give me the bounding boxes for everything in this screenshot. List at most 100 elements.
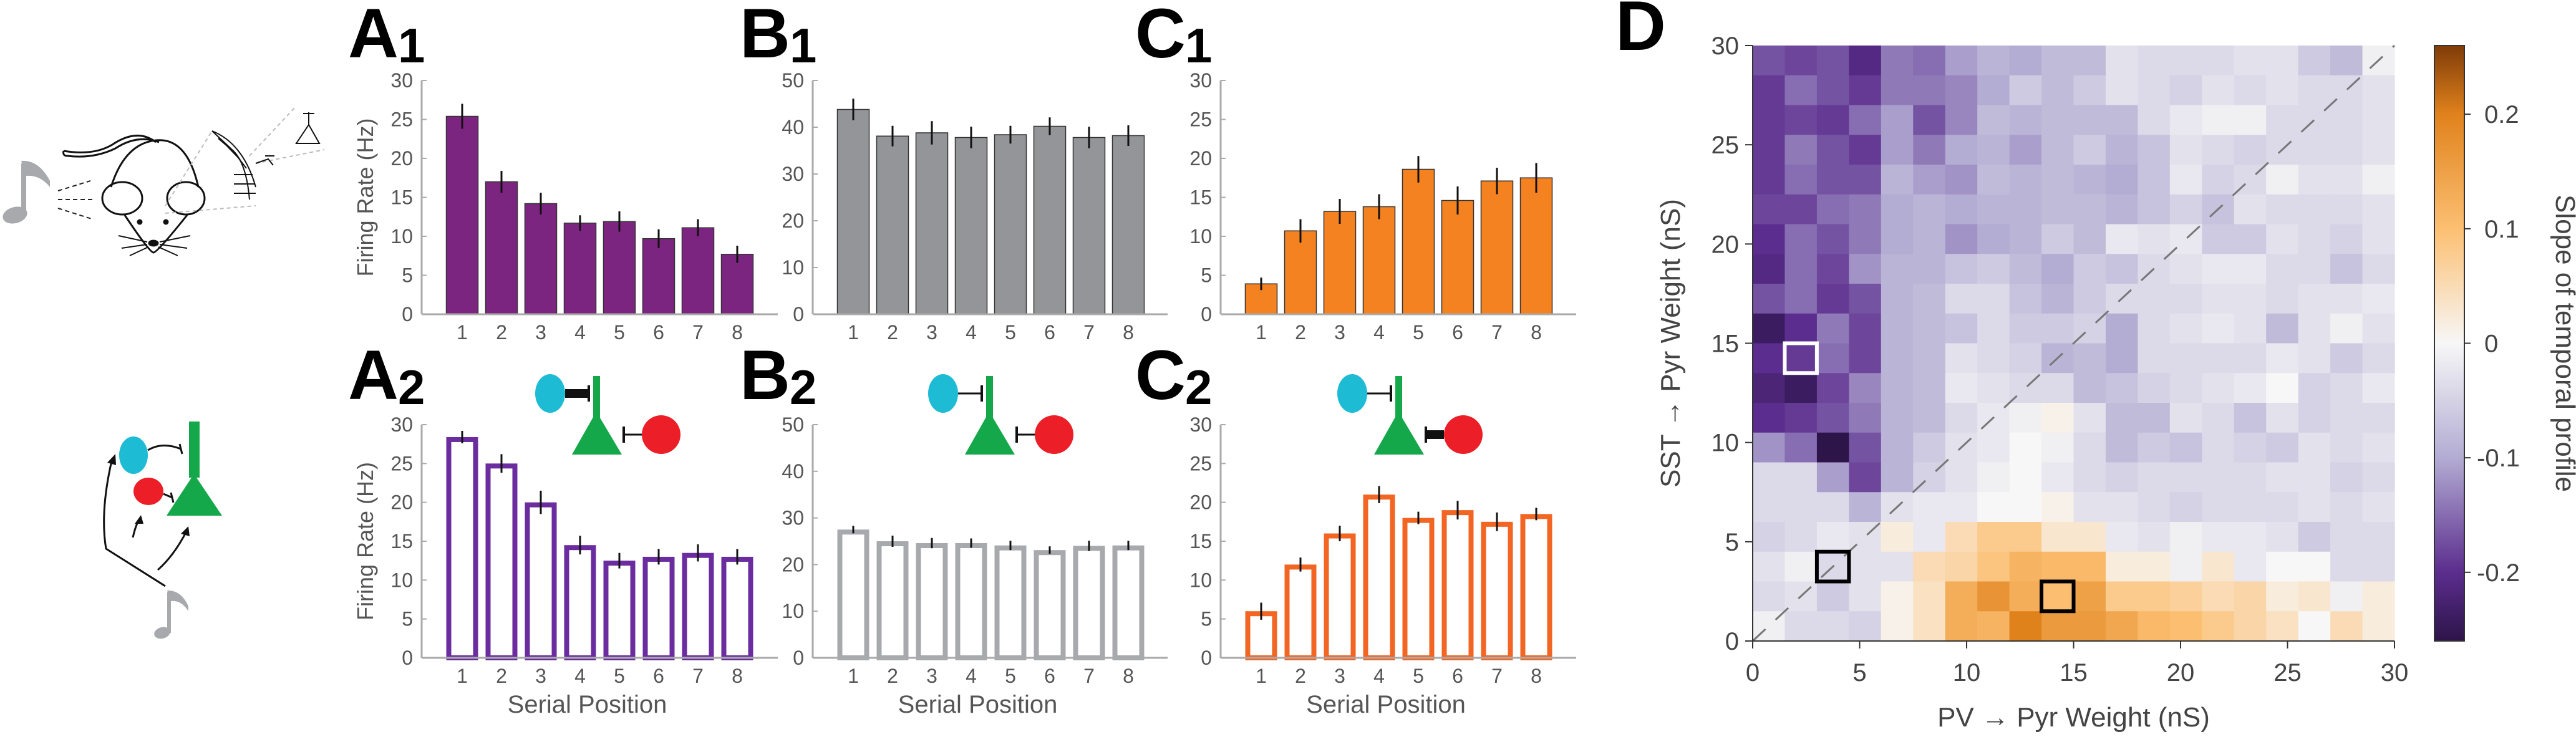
heatmap-cell	[2298, 611, 2331, 642]
x-tick-label: 6	[1044, 665, 1055, 687]
bar	[445, 115, 479, 315]
heatmap-cell	[2041, 254, 2075, 284]
heatmap-cell	[1849, 165, 1882, 195]
bar-chart-c2: 0 5 10 15 20 25 30 1 2 3 4 5 6 7 8 Serial Position	[1189, 413, 1576, 718]
heatmap-cell	[1784, 46, 1818, 76]
bar-chart-b1: 0 10 20 30 40 50 1 2 3 4 5 6 7 8	[782, 69, 1168, 344]
music-note-icon	[2, 160, 50, 224]
pv-cell	[928, 374, 958, 413]
heatmap-cell	[2138, 224, 2171, 254]
heatmap-cell	[2138, 462, 2171, 493]
y-tick-label: 0	[1201, 647, 1212, 669]
heatmap-cell	[2202, 432, 2235, 463]
circuit-diagram-a2	[535, 374, 680, 455]
heatmap-cell	[2266, 432, 2299, 463]
heatmap-cell	[2266, 551, 2299, 582]
panel-subscript: 1	[1185, 18, 1212, 73]
x-tick-label: 3	[1334, 665, 1345, 687]
heatmap-cell	[2266, 165, 2299, 195]
colorbar-tick-label: 0	[2484, 330, 2498, 358]
heatmap-cell	[2105, 224, 2138, 254]
heatmap-cell	[2105, 611, 2138, 642]
highlight-box	[2040, 579, 2076, 614]
heatmap-cell	[1849, 194, 1882, 225]
heatmap-cell	[1913, 313, 1946, 344]
bar	[836, 108, 870, 315]
heatmap-cell	[1881, 551, 1914, 582]
heatmap-cell	[1977, 105, 2010, 135]
bar	[525, 502, 557, 661]
x-tick-label: 5	[1413, 321, 1424, 344]
heatmap-cell	[2234, 343, 2267, 373]
bar	[563, 223, 597, 315]
y-tick-label: 10	[1189, 225, 1212, 248]
heatmap-cell	[1816, 254, 1849, 284]
x-tick-label: 3	[535, 665, 546, 687]
panel-subscript: 1	[398, 18, 425, 73]
x-tick-label: 4	[966, 321, 977, 344]
heatmap-cell	[2202, 75, 2235, 106]
x-tick-label: 3	[535, 321, 546, 344]
heatmap-cell	[2362, 492, 2395, 523]
heatmap-cell	[2298, 194, 2331, 225]
heatmap-cell	[2169, 551, 2202, 582]
x-tick-label: 5	[1005, 321, 1016, 344]
y-tick-label: 20	[1189, 147, 1212, 170]
x-tick-label: 2	[887, 665, 898, 687]
bar	[681, 227, 715, 315]
heatmap-cell	[2234, 75, 2267, 106]
heatmap-cell	[1784, 105, 1818, 135]
x-tick-label: 20	[2167, 659, 2195, 687]
sst-cell	[1035, 415, 1073, 454]
heatmap-cell	[2009, 46, 2042, 76]
bar	[1362, 206, 1396, 315]
heatmap-cell	[2298, 135, 2331, 165]
bar	[485, 463, 518, 660]
heatmap-cell	[1977, 75, 2010, 106]
connectivity-diagrams	[535, 374, 1483, 455]
bar	[603, 221, 636, 315]
heatmap-cell	[1945, 313, 1978, 344]
heatmap-cell	[2234, 373, 2267, 403]
heatmap-cell	[1753, 551, 1786, 582]
heatmap-cell	[1849, 284, 1882, 314]
heatmap-cell	[1977, 551, 2010, 582]
heatmap-cell	[2266, 105, 2299, 135]
y-tick-label: 0	[402, 647, 413, 669]
heatmap-cell	[1753, 75, 1786, 106]
heatmap-cell	[2105, 462, 2138, 493]
bar	[954, 137, 988, 315]
heatmap-cell	[1913, 343, 1946, 373]
heatmap-cell	[1881, 194, 1914, 225]
heatmap-cell	[2105, 432, 2138, 463]
y-tick-label: 15	[390, 530, 413, 552]
heatmap-cell	[2138, 75, 2171, 106]
pv-cell	[119, 436, 148, 474]
heatmap-cell	[1977, 522, 2010, 552]
heatmap-cell	[1977, 284, 2010, 314]
x-tick-label: 7	[692, 665, 704, 687]
heatmap-cell	[1849, 254, 1882, 284]
heatmap-cell	[2202, 284, 2235, 314]
heatmap-cell	[2169, 135, 2202, 165]
heatmap-cell	[2041, 194, 2075, 225]
x-tick-label: 1	[1256, 321, 1267, 344]
panel-subscript: 2	[398, 360, 425, 415]
pyr-cell-dendrite	[593, 376, 600, 420]
heatmap-cell	[1977, 492, 2010, 523]
heatmap-cell	[2202, 551, 2235, 582]
y-tick-label: 0	[402, 303, 413, 325]
heatmap-cell	[2266, 46, 2299, 76]
heatmap-cell	[2202, 373, 2235, 403]
heatmap-cell	[2105, 343, 2138, 373]
heatmap-cell	[1784, 343, 1818, 373]
heatmap-cell	[2138, 135, 2171, 165]
colorbar	[2434, 45, 2465, 642]
bar	[603, 561, 636, 661]
heatmap-cell	[2138, 313, 2171, 344]
heatmap-cell	[1753, 284, 1786, 314]
heatmap-cell	[1881, 284, 1914, 314]
heatmap-cell	[2009, 581, 2042, 612]
heatmap-cell	[2073, 254, 2106, 284]
heatmap-cell	[2266, 313, 2299, 344]
